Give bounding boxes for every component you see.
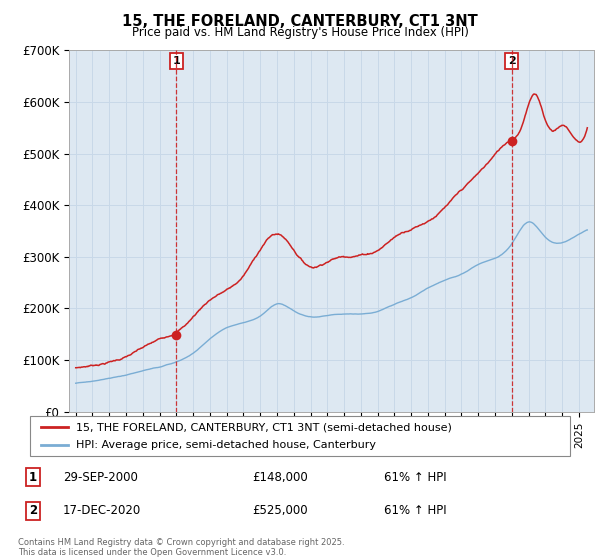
Text: 15, THE FORELAND, CANTERBURY, CT1 3NT (semi-detached house): 15, THE FORELAND, CANTERBURY, CT1 3NT (s… — [76, 422, 452, 432]
Text: £148,000: £148,000 — [252, 470, 308, 484]
Text: 61% ↑ HPI: 61% ↑ HPI — [384, 504, 446, 517]
Text: 61% ↑ HPI: 61% ↑ HPI — [384, 470, 446, 484]
Text: Contains HM Land Registry data © Crown copyright and database right 2025.
This d: Contains HM Land Registry data © Crown c… — [18, 538, 344, 557]
Text: 2: 2 — [29, 504, 37, 517]
FancyBboxPatch shape — [30, 416, 570, 456]
Text: 1: 1 — [29, 470, 37, 484]
Text: HPI: Average price, semi-detached house, Canterbury: HPI: Average price, semi-detached house,… — [76, 440, 376, 450]
Text: 1: 1 — [172, 56, 180, 66]
Text: 17-DEC-2020: 17-DEC-2020 — [63, 504, 141, 517]
Text: 29-SEP-2000: 29-SEP-2000 — [63, 470, 138, 484]
Text: 15, THE FORELAND, CANTERBURY, CT1 3NT: 15, THE FORELAND, CANTERBURY, CT1 3NT — [122, 14, 478, 29]
Text: Price paid vs. HM Land Registry's House Price Index (HPI): Price paid vs. HM Land Registry's House … — [131, 26, 469, 39]
Text: 2: 2 — [508, 56, 515, 66]
Text: £525,000: £525,000 — [252, 504, 308, 517]
